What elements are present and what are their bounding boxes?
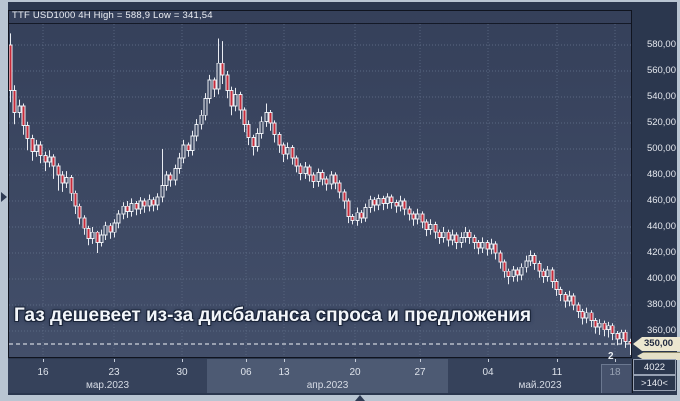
chart-panel: TTF USD1000 4H High = 588,9 Low = 341,54…: [8, 2, 680, 395]
month-band: [8, 359, 207, 393]
price-axis-label: 560,00: [646, 65, 676, 76]
day-tick-label: 23: [108, 367, 120, 378]
plot-area[interactable]: TTF USD1000 4H High = 588,9 Low = 341,54…: [8, 10, 632, 358]
chart-title: TTF USD1000 4H High = 588,9 Low = 341,54: [12, 10, 213, 21]
day-tick-mark: [182, 359, 183, 362]
day-tick-label: 16: [37, 367, 49, 378]
annotation-flag: 2: [608, 351, 614, 362]
month-label: май.2023: [518, 380, 562, 391]
price-axis-label: 480,00: [646, 169, 676, 180]
headline-text: Газ дешевеет из-за дисбаланса спроса и п…: [14, 305, 532, 326]
price-axis-label: 380,00: [646, 299, 676, 310]
current-price-badge: 350,00: [633, 337, 680, 351]
day-tick-label: 06: [240, 367, 252, 378]
month-label: мар.2023: [85, 380, 130, 391]
day-tick-mark: [114, 359, 115, 362]
total-bars-cell: 4022: [633, 359, 676, 375]
day-tick-label: 30: [176, 367, 188, 378]
scroll-notch-icon[interactable]: [355, 395, 365, 401]
price-axis-label: 400,00: [646, 273, 676, 284]
scroll-arrow-icon[interactable]: [1, 192, 7, 202]
day-tick-label: 11: [551, 367, 563, 378]
candlestick-chart[interactable]: [8, 10, 632, 358]
day-tick-mark: [488, 359, 489, 362]
day-tick-mark: [246, 359, 247, 362]
partial-price-badge: [637, 352, 680, 360]
day-tick-label: 20: [349, 367, 361, 378]
price-axis-label: 460,00: [646, 195, 676, 206]
month-band: [207, 359, 448, 393]
day-tick-label: 04: [482, 367, 494, 378]
day-tick-mark: [615, 359, 616, 362]
day-tick-mark: [557, 359, 558, 362]
price-axis-label: 360,00: [646, 325, 676, 336]
price-axis-label: 420,00: [646, 247, 676, 258]
price-axis-label: 520,00: [646, 117, 676, 128]
day-tick-label: 18: [609, 367, 621, 378]
current-day-highlight: [601, 364, 631, 393]
price-axis-label: 580,00: [646, 39, 676, 50]
day-tick-mark: [420, 359, 421, 362]
price-axis-label: 500,00: [646, 143, 676, 154]
price-axis-label: 540,00: [646, 91, 676, 102]
axis-separator-line: [632, 359, 633, 393]
day-tick-mark: [284, 359, 285, 362]
day-tick-label: 13: [278, 367, 290, 378]
day-tick-mark: [355, 359, 356, 362]
day-tick-label: 27: [414, 367, 426, 378]
visible-bars-cell: >140<: [633, 375, 676, 391]
month-label: апр.2023: [306, 380, 349, 391]
day-tick-mark: [43, 359, 44, 362]
price-axis-label: 440,00: [646, 221, 676, 232]
time-axis[interactable]: мар.2023 апр.2023 май.2023 16 23 30 06 13 20 27 04…: [8, 359, 632, 393]
